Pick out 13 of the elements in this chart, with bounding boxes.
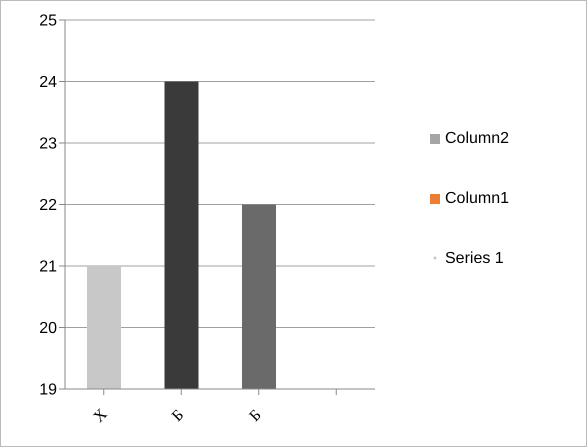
y-tick-label: 21 — [39, 258, 58, 276]
x-tick-label: Б — [168, 406, 188, 426]
y-tick-label: 25 — [39, 12, 58, 30]
x-tick-label: Б — [246, 406, 265, 426]
x-tick-label: Х — [90, 405, 111, 426]
y-tick-label: 22 — [39, 197, 58, 214]
legend-label: Series 1 — [445, 250, 504, 268]
y-tick-label: 20 — [39, 320, 58, 338]
y-tick-label: 23 — [39, 136, 58, 153]
y-tick-label: 19 — [39, 382, 58, 399]
legend-label: Column2 — [445, 130, 510, 148]
y-tick-label: 24 — [39, 74, 58, 92]
legend-label: Column1 — [445, 190, 510, 208]
